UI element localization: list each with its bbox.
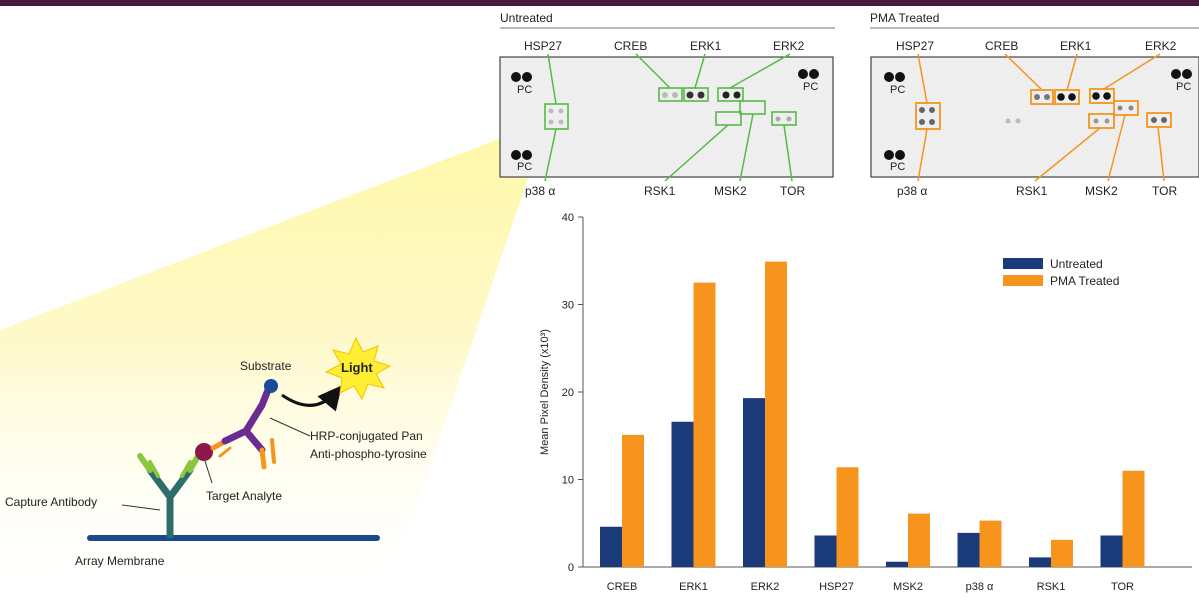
pma-label-msk2: MSK2 — [1085, 184, 1118, 198]
bar-pma-erk1 — [694, 283, 716, 567]
bar-pma-hsp27 — [837, 467, 859, 567]
untreated-bottom-labels: p38 α RSK1 MSK2 TOR — [525, 184, 805, 198]
untreated-pc-label-3: PC — [517, 161, 532, 173]
untreated-panel: Untreated HSP27 CREB ERK1 ERK2 PC PC PC — [500, 11, 835, 198]
hrp-label-line1: HRP-conjugated Pan — [310, 429, 423, 443]
pma-panel: PMA Treated HSP27 CREB ERK1 ERK2 PC PC P… — [870, 11, 1199, 198]
x-tick-label: TOR — [1111, 581, 1134, 593]
pma-label-erk1: ERK1 — [1060, 39, 1092, 53]
array-membrane-label: Array Membrane — [75, 554, 165, 568]
bar-untreated-hsp27 — [815, 536, 837, 568]
legend-swatch-pma — [1003, 275, 1043, 286]
x-tick-label: CREB — [607, 581, 638, 593]
pma-label-p38: p38 α — [897, 184, 927, 198]
bar-untreated-erk2 — [743, 398, 765, 567]
untreated-label-p38: p38 α — [525, 184, 555, 198]
x-tick-label: ERK2 — [751, 581, 780, 593]
bar-chart: Mean Pixel Density (x10³) 0 10 20 30 40 CREB E… — [539, 212, 1192, 593]
capture-antibody-label: Capture Antibody — [5, 495, 97, 509]
legend-swatch-untreated — [1003, 258, 1043, 269]
bar-pma-msk2 — [908, 514, 930, 567]
pma-bottom-labels: p38 α RSK1 MSK2 TOR — [897, 184, 1177, 198]
bar-pma-erk2 — [765, 262, 787, 567]
untreated-pc-label-2: PC — [803, 81, 818, 93]
chart-legend: Untreated PMA Treated — [1003, 257, 1119, 288]
pma-title: PMA Treated — [870, 11, 939, 25]
x-tick-label: ERK1 — [679, 581, 708, 593]
pma-label-tor: TOR — [1152, 184, 1177, 198]
bar-untreated-p38-α — [958, 533, 980, 567]
legend-label-pma: PMA Treated — [1050, 274, 1119, 288]
legend-label-untreated: Untreated — [1050, 257, 1103, 271]
untreated-label-tor: TOR — [780, 184, 805, 198]
x-tick-label: RSK1 — [1037, 581, 1066, 593]
untreated-pc-label-1: PC — [517, 84, 532, 96]
target-analyte — [195, 443, 213, 461]
untreated-label-creb: CREB — [614, 39, 647, 53]
hrp-label-line2: Anti-phospho-tyrosine — [310, 447, 427, 461]
untreated-label-erk1: ERK1 — [690, 39, 722, 53]
bar-untreated-tor — [1101, 536, 1123, 568]
y-tick-label: 40 — [562, 212, 574, 224]
x-tick-label: HSP27 — [819, 581, 854, 593]
y-tick-label: 20 — [562, 387, 574, 399]
bar-untreated-erk1 — [672, 422, 694, 567]
pma-label-erk2: ERK2 — [1145, 39, 1177, 53]
y-axis-label: Mean Pixel Density (x10³) — [539, 329, 551, 455]
bar-pma-creb — [622, 435, 644, 567]
pma-label-rsk1: RSK1 — [1016, 184, 1048, 198]
untreated-top-labels: HSP27 CREB ERK1 ERK2 — [524, 39, 805, 53]
bar-untreated-creb — [600, 527, 622, 567]
pma-pc-label-1: PC — [890, 84, 905, 96]
untreated-title: Untreated — [500, 11, 553, 25]
bar-untreated-msk2 — [886, 562, 908, 567]
x-tick-label: MSK2 — [893, 581, 923, 593]
bar-untreated-rsk1 — [1029, 557, 1051, 567]
pma-array-membrane — [871, 57, 1199, 177]
untreated-label-msk2: MSK2 — [714, 184, 747, 198]
x-tick-label: p38 α — [966, 581, 994, 593]
y-tick-label: 0 — [568, 562, 574, 574]
untreated-label-hsp27: HSP27 — [524, 39, 562, 53]
y-tick-label: 10 — [562, 475, 574, 487]
untreated-label-rsk1: RSK1 — [644, 184, 676, 198]
pma-pc-label-3: PC — [890, 161, 905, 173]
pma-pc-label-2: PC — [1176, 81, 1191, 93]
pma-label-creb: CREB — [985, 39, 1018, 53]
bar-pma-tor — [1123, 471, 1145, 567]
pma-label-hsp27: HSP27 — [896, 39, 934, 53]
substrate-ball — [264, 379, 278, 393]
substrate-label: Substrate — [240, 359, 292, 373]
untreated-label-erk2: ERK2 — [773, 39, 805, 53]
light-label: Light — [341, 360, 373, 375]
bar-pma-p38-α — [980, 521, 1002, 567]
bar-pma-rsk1 — [1051, 540, 1073, 567]
target-analyte-label: Target Analyte — [206, 489, 282, 503]
pma-top-labels: HSP27 CREB ERK1 ERK2 — [896, 39, 1177, 53]
y-tick-label: 30 — [562, 300, 574, 312]
